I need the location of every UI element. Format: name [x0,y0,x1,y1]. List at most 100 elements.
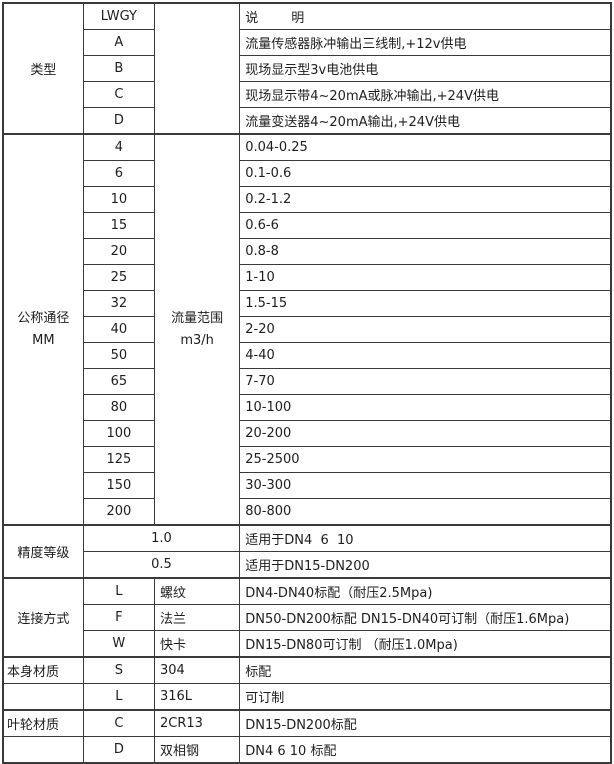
desc-cell: 80-800 [239,498,612,526]
table-row: 125 25-2500 [3,446,612,473]
table-row: 15 0.6-6 [3,212,612,239]
desc-cell: 现场显示型3v电池供电 [239,55,612,82]
code-cell: S [82,656,155,684]
code-cell: 150 [82,472,155,499]
desc-cell: DN4-DN40标配（耐压2.5Mpa) [239,577,612,605]
desc-cell: 1.5-15 [239,290,612,317]
desc-cell: DN15-DN200标配 [239,709,612,737]
table-row: 10 0.2-1.2 [3,186,612,213]
table-row: 32 1.5-15 [3,290,612,317]
table-row: D 双相钢 DN4 6 10 标配 [2,736,612,764]
code-cell: D [82,736,155,764]
desc-cell: 适用于DN4 6 10 [239,524,612,552]
desc-cell: 0.04-0.25 [239,133,612,161]
accuracy-value: 1.0 [82,524,241,552]
table-row: 40 2-20 [3,316,612,343]
table-row: 20 0.8-8 [3,238,612,265]
desc-cell: 20-200 [239,420,612,447]
table-row: 50 4-40 [3,342,612,369]
table-row: 65 7-70 [3,368,612,395]
desc-cell: 4-40 [239,342,612,369]
material-cell: 316L [153,683,241,711]
desc-cell: DN15-DN80可订制 （耐压1.0Mpa) [239,630,612,658]
code-cell: B [82,55,155,82]
code-cell: 32 [82,290,155,317]
desc-cell: 现场显示带4~20mA或脉冲输出,+24V供电 [239,81,612,108]
table-row: A 流量传感器脉冲输出三线制,+12v供电 [3,29,612,56]
desc-cell: 可订制 [239,683,612,711]
desc-cell: 0.8-8 [239,238,612,265]
desc-cell: 0.6-6 [239,212,612,239]
table-row: 0.5 适用于DN15-DN200 [3,551,612,579]
code-cell: 6 [82,160,155,187]
table-row: 100 20-200 [3,420,612,447]
desc-cell: 1-10 [239,264,612,291]
code-cell: 200 [82,498,155,526]
code-cell: 15 [82,212,155,239]
code-cell: 40 [82,316,155,343]
desc-cell: 流量变送器4~20mA输出,+24V供电 [239,107,612,135]
table-row: 公称通径 MM 4 流量范围 m3/h 0.04-0.25 [2,133,612,526]
material-cell: 304 [153,656,241,684]
row-group-label-body-material: 本身材质 [2,656,84,684]
desc-cell: 0.1-0.6 [239,160,612,187]
table-row: 本身材质 S 304 标配 [2,656,612,684]
table-row: F 法兰 DN50-DN200标配 DN15-DN40可订制（耐压1.6Mpa) [3,604,612,631]
flow-range-label: 流量范围 m3/h [153,133,241,526]
code-cell: 10 [82,186,155,213]
table-row: 精度等级 1.0 适用于DN4 6 10 [2,524,612,579]
desc-cell: 25-2500 [239,446,612,473]
connection-type-cell: 法兰 [153,604,241,631]
code-cell: F [82,604,155,631]
code-cell: 50 [82,342,155,369]
code-cell: 4 [82,133,155,161]
table-row: 150 30-300 [3,472,612,499]
code-cell: C [82,709,155,737]
table-row: 叶轮材质 C 2CR13 DN15-DN200标配 [2,709,612,737]
row-group-label-connection: 连接方式 [2,577,84,658]
table-row: L 316L 可订制 [2,683,612,711]
desc-cell: DN4 6 10 标配 [239,736,612,764]
table-row: W 快卡 DN15-DN80可订制 （耐压1.0Mpa) [3,630,612,658]
material-cell: 2CR13 [153,709,241,737]
code-cell: 20 [82,238,155,265]
desc-cell: 2-20 [239,316,612,343]
table-row: 6 0.1-0.6 [3,160,612,187]
table-row: D 流量变送器4~20mA输出,+24V供电 [3,107,612,135]
code-cell: L [82,577,155,605]
empty-cell [2,736,84,764]
desc-cell: 7-70 [239,368,612,395]
table-row: B 现场显示型3v电池供电 [3,55,612,82]
table-row: C 现场显示带4~20mA或脉冲输出,+24V供电 [3,81,612,108]
desc-cell: 适用于DN15-DN200 [239,551,612,579]
model-code: LWGY [82,2,155,30]
empty-cell [2,683,84,711]
code-cell: L [82,683,155,711]
code-cell: A [82,29,155,56]
material-cell: 双相钢 [153,736,241,764]
table-row: 连接方式 L 螺纹 DN4-DN40标配（耐压2.5Mpa) [2,577,612,658]
desc-cell: 标配 [239,656,612,684]
desc-cell: 30-300 [239,472,612,499]
row-group-label-diameter: 公称通径 MM [2,133,84,526]
code-cell: 80 [82,394,155,421]
desc-cell: 0.2-1.2 [239,186,612,213]
accuracy-value: 0.5 [82,551,241,579]
spacer-cell [153,2,241,135]
table-row: 类型 LWGY 说 明 [2,2,612,135]
row-group-label-impeller-material: 叶轮材质 [2,709,84,737]
connection-type-cell: 快卡 [153,630,241,658]
row-group-label-type: 类型 [2,2,84,135]
code-cell: D [82,107,155,135]
code-cell: C [82,81,155,108]
desc-cell: DN50-DN200标配 DN15-DN40可订制（耐压1.6Mpa) [239,604,612,631]
table-row: 25 1-10 [3,264,612,291]
table-row: 200 80-800 [3,498,612,526]
connection-type-cell: 螺纹 [153,577,241,605]
desc-cell: 流量传感器脉冲输出三线制,+12v供电 [239,29,612,56]
code-cell: W [82,630,155,658]
table-row: 80 10-100 [3,394,612,421]
row-group-label-accuracy: 精度等级 [2,524,84,579]
code-cell: 65 [82,368,155,395]
